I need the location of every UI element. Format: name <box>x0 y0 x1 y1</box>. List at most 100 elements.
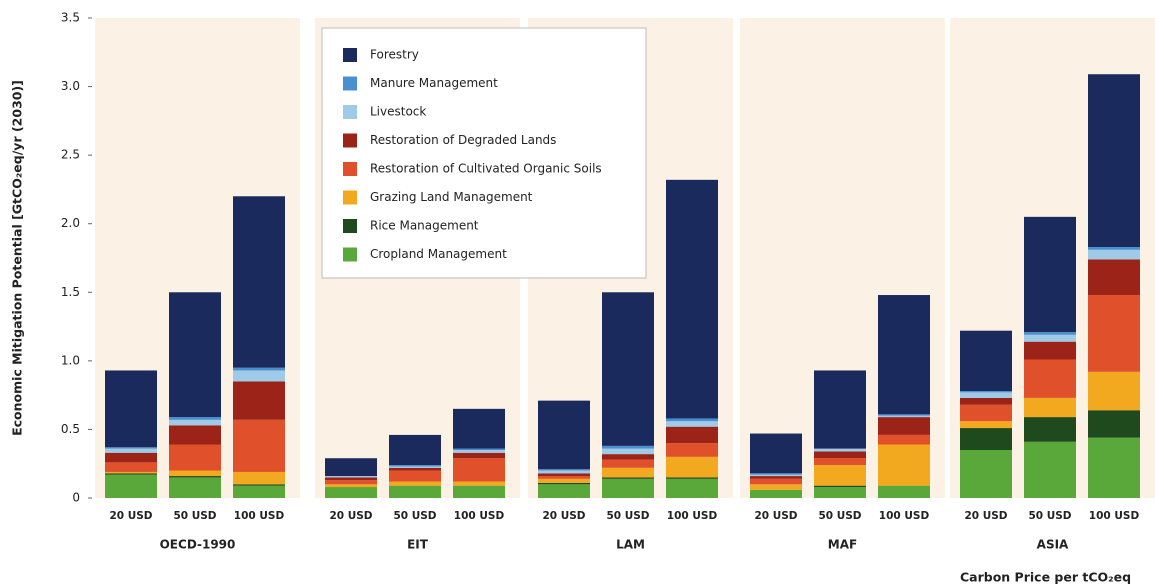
bar-segment <box>325 458 377 477</box>
legend-swatch <box>343 76 357 91</box>
bar-segment <box>666 478 718 498</box>
x-tick-label: 20 USD <box>109 510 152 522</box>
y-tick-label: 1.0 <box>61 353 80 367</box>
bar-segment <box>960 397 1012 405</box>
bar-segment <box>602 454 654 460</box>
legend-label: Rice Management <box>370 219 479 233</box>
bar-segment <box>453 448 505 450</box>
bar-segment <box>1088 247 1140 250</box>
bar-segment <box>602 478 654 498</box>
bar-segment <box>750 433 802 474</box>
bar-segment <box>878 434 930 445</box>
bar-segment <box>878 417 930 435</box>
bar-segment <box>538 400 590 470</box>
bar-segment <box>750 489 802 498</box>
bar-segment <box>105 448 157 453</box>
bar-segment <box>233 419 285 472</box>
bar-segment <box>453 450 505 453</box>
bar-segment <box>538 470 590 474</box>
x-tick-label: 20 USD <box>964 510 1007 522</box>
bar-segment <box>389 434 441 466</box>
bar-segment <box>814 448 866 452</box>
bar-segment <box>1088 410 1140 438</box>
bar-segment <box>169 477 221 498</box>
bar-segment <box>1024 359 1076 398</box>
bar-segment <box>169 417 221 420</box>
y-tick-label: 0.5 <box>61 422 80 436</box>
legend-label: Cropland Management <box>370 247 507 261</box>
bar-segment <box>666 179 718 419</box>
bar-segment <box>960 391 1012 393</box>
bar-segment <box>1088 74 1140 248</box>
bar-segment <box>389 470 441 482</box>
bar-segment <box>814 465 866 486</box>
bar-segment <box>105 473 157 475</box>
bar-segment <box>878 414 930 416</box>
bar-segment <box>389 485 441 498</box>
legend-label: Forestry <box>370 48 419 62</box>
bar-segment <box>538 469 590 471</box>
bar-segment <box>1024 332 1076 335</box>
bar-segment <box>233 485 285 498</box>
bar-segment <box>878 444 930 486</box>
x-tick-label: 100 USD <box>667 510 718 522</box>
bar-segment <box>1088 295 1140 372</box>
y-axis-title: Economic Mitigation Potential [GtCO₂eq/y… <box>10 80 25 436</box>
bar-segment <box>750 476 802 479</box>
bar-segment <box>169 470 221 477</box>
bar-segment <box>602 477 654 479</box>
bar-segment <box>453 485 505 498</box>
legend-label: Restoration of Cultivated Organic Soils <box>370 162 602 176</box>
y-tick-label: 2.0 <box>61 216 80 230</box>
bar-segment <box>453 458 505 482</box>
bar-segment <box>666 426 718 444</box>
bar-segment <box>325 484 377 488</box>
legend-label: Restoration of Degraded Lands <box>370 133 556 147</box>
bar-segment <box>814 485 866 488</box>
bar-segment <box>325 487 377 498</box>
bar-segment <box>1088 371 1140 411</box>
legend-swatch <box>343 105 357 119</box>
bar-segment <box>960 421 1012 429</box>
bar-segment <box>750 473 802 475</box>
bar-segment <box>233 484 285 486</box>
bar-segment <box>1088 249 1140 260</box>
bar-segment <box>602 467 654 478</box>
x-tick-label: 100 USD <box>454 510 505 522</box>
bar-segment <box>814 458 866 466</box>
bar-segment <box>105 370 157 448</box>
legend-box <box>321 27 647 279</box>
group-label: LAM <box>616 538 645 552</box>
bar-segment <box>538 482 590 485</box>
x-tick-label: 50 USD <box>1028 510 1071 522</box>
x-tick-label: 20 USD <box>329 510 372 522</box>
bar-segment <box>878 485 930 498</box>
y-tick-label: 0 <box>72 491 80 505</box>
bar-segment <box>169 425 221 445</box>
bar-segment <box>538 476 590 479</box>
legend-swatch <box>343 247 357 262</box>
bar-segment <box>389 465 441 467</box>
y-tick-label: 2.5 <box>61 148 80 162</box>
bar-segment <box>389 481 441 486</box>
bar-segment <box>1088 259 1140 296</box>
bar-segment <box>1088 437 1140 498</box>
legend-swatch <box>343 190 357 205</box>
bar-segment <box>666 421 718 427</box>
bar-segment <box>666 477 718 479</box>
bar-segment <box>538 473 590 477</box>
legend: Forestry Manure Management Livestock Restor… <box>321 27 647 279</box>
legend-label: Manure Management <box>370 76 498 90</box>
bar-segment <box>233 196 285 368</box>
legend-swatch <box>343 162 357 176</box>
bar-segment <box>538 478 590 483</box>
x-tick-label: 100 USD <box>879 510 930 522</box>
bar-segment <box>233 471 285 485</box>
bar-segment <box>602 448 654 455</box>
bar-segment <box>169 476 221 478</box>
bar-segment <box>169 419 221 426</box>
bar-segment <box>960 392 1012 398</box>
bar-segment <box>878 415 930 418</box>
x-tick-label: 50 USD <box>393 510 436 522</box>
